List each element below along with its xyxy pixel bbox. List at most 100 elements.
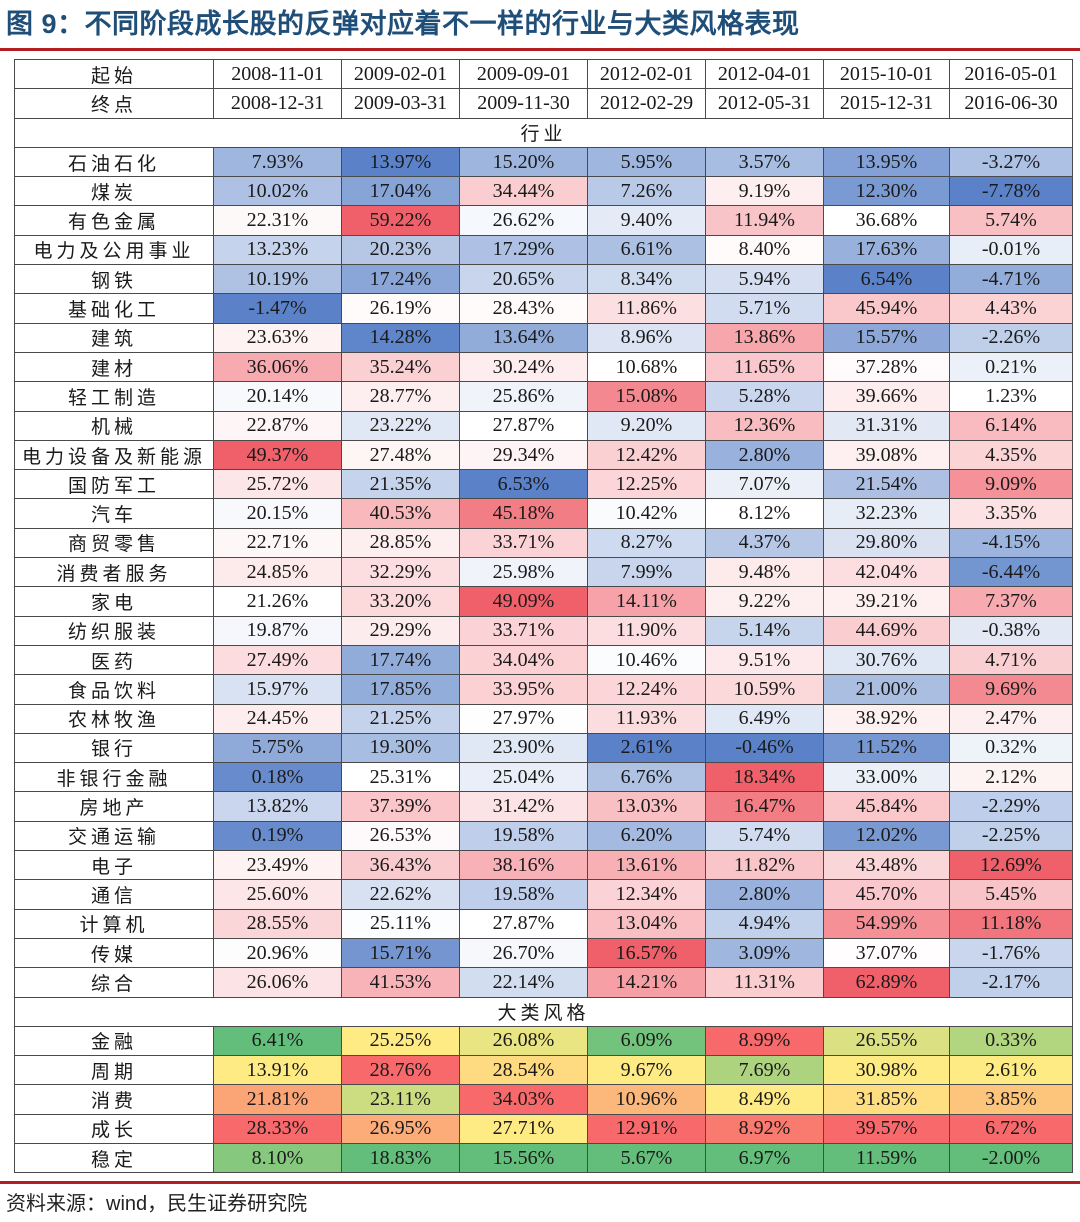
value-cell: 2012-04-01 [705,58,824,90]
value-cell: 12.69% [949,850,1073,881]
value-cell: -3.27% [949,146,1073,178]
value-cell: 39.66% [823,381,950,412]
value-cell: 11.31% [705,967,824,998]
value-cell: 16.57% [587,937,706,969]
value-cell: 0.19% [213,820,342,852]
value-cell: 6.54% [823,264,950,295]
value-cell: 20.96% [213,937,342,969]
value-cell: 25.04% [459,762,588,793]
value-cell: 20.65% [459,264,588,295]
value-cell: 2015-10-01 [823,58,950,90]
value-cell: 9.69% [949,674,1073,705]
row-label: 建材 [14,351,214,383]
value-cell: 2008-12-31 [213,88,342,119]
row-label: 汽车 [14,498,214,529]
row-label: 非银行金融 [14,762,214,793]
row-label: 通信 [14,879,214,910]
value-cell: 2012-02-29 [587,88,706,119]
value-cell: -4.15% [949,527,1073,559]
row-label: 终点 [14,88,214,119]
row-label: 纺织服装 [14,615,214,646]
value-cell: 21.00% [823,674,950,705]
industry-row: 通信 25.60% 22.62% 19.58% 12.34% 2.80% 45.70% 5.4… [14,879,1073,910]
style-row: 消费 21.81% 23.11% 34.03% 10.96% 8.49% 31.85% 3.8… [14,1084,1073,1115]
value-cell: 29.29% [341,615,460,646]
value-cell: 38.16% [459,850,588,881]
value-cell: 21.26% [213,586,342,617]
value-cell: 11.65% [705,351,824,383]
value-cell: 25.72% [213,469,342,500]
value-cell: 43.48% [823,850,950,881]
value-cell: 17.85% [341,674,460,705]
section-label: 行业 [14,117,1073,148]
value-cell: 34.04% [459,644,588,676]
value-cell: 6.61% [587,234,706,266]
value-cell: 8.40% [705,234,824,266]
style-section-row: 大类风格 [14,996,1073,1027]
value-cell: 26.19% [341,293,460,324]
value-cell: 13.64% [459,322,588,353]
row-label: 消费 [14,1084,214,1115]
value-cell: 21.25% [341,703,460,734]
row-label: 消费者服务 [14,557,214,588]
value-cell: 12.42% [587,439,706,471]
value-cell: 19.58% [459,820,588,852]
industry-row: 基础化工 -1.47% 26.19% 28.43% 11.86% 5.71% 45.94% 4… [14,293,1073,324]
row-label: 商贸零售 [14,527,214,559]
row-label: 建筑 [14,322,214,353]
value-cell: 11.93% [587,703,706,734]
row-label: 钢铁 [14,264,214,295]
value-cell: 8.12% [705,498,824,529]
value-cell: 27.49% [213,644,342,676]
value-cell: 6.72% [949,1113,1073,1144]
value-cell: 12.91% [587,1113,706,1144]
value-cell: 14.28% [341,322,460,353]
value-cell: 21.54% [823,469,950,500]
value-cell: 12.30% [823,176,950,207]
value-cell: 19.58% [459,879,588,910]
value-cell: 20.23% [341,234,460,266]
value-cell: 13.97% [341,146,460,178]
value-cell: 30.98% [823,1055,950,1086]
industry-row: 石油石化 7.93% 13.97% 15.20% 5.95% 3.57% 13.95% -3.… [14,146,1073,178]
value-cell: 29.80% [823,527,950,559]
value-cell: 10.19% [213,264,342,295]
value-cell: 2.80% [705,439,824,471]
value-cell: 12.36% [705,410,824,441]
value-cell: 9.67% [587,1055,706,1086]
value-cell: 2016-06-30 [949,88,1073,119]
value-cell: 28.76% [341,1055,460,1086]
value-cell: 13.86% [705,322,824,353]
value-cell: 8.27% [587,527,706,559]
table-body: 起始 2008-11-01 2009-02-01 2009-09-01 2012-02-… [14,58,1073,1174]
value-cell: 6.97% [705,1142,824,1174]
value-cell: 26.95% [341,1113,460,1144]
industry-row: 交通运输 0.19% 26.53% 19.58% 6.20% 5.74% 12.02% -2.… [14,820,1073,852]
value-cell: 33.95% [459,674,588,705]
value-cell: 21.81% [213,1084,342,1115]
row-label: 稳定 [14,1142,214,1174]
row-label: 煤炭 [14,176,214,207]
row-label: 电力及公用事业 [14,234,214,266]
industry-row: 汽车 20.15% 40.53% 45.18% 10.42% 8.12% 32.23% 3.3… [14,498,1073,529]
value-cell: 5.67% [587,1142,706,1174]
value-cell: 27.71% [459,1113,588,1144]
value-cell: 28.43% [459,293,588,324]
row-label: 周期 [14,1055,214,1086]
row-label: 电子 [14,850,214,881]
industry-row: 有色金属 22.31% 59.22% 26.62% 9.40% 11.94% 36.68% 5… [14,205,1073,236]
value-cell: -0.38% [949,615,1073,646]
value-cell: 2.80% [705,879,824,910]
value-cell: 12.34% [587,879,706,910]
value-cell: 19.30% [341,732,460,764]
value-cell: 7.07% [705,469,824,500]
value-cell: 15.08% [587,381,706,412]
industry-row: 房地产 13.82% 37.39% 31.42% 13.03% 16.47% 45.84% -… [14,791,1073,822]
value-cell: 45.84% [823,791,950,822]
value-cell: 27.87% [459,908,588,939]
industry-row: 国防军工 25.72% 21.35% 6.53% 12.25% 7.07% 21.54% 9.… [14,469,1073,500]
value-cell: 27.48% [341,439,460,471]
industry-row: 计算机 28.55% 25.11% 27.87% 13.04% 4.94% 54.99% 11… [14,908,1073,939]
value-cell: 5.95% [587,146,706,178]
value-cell: 28.55% [213,908,342,939]
